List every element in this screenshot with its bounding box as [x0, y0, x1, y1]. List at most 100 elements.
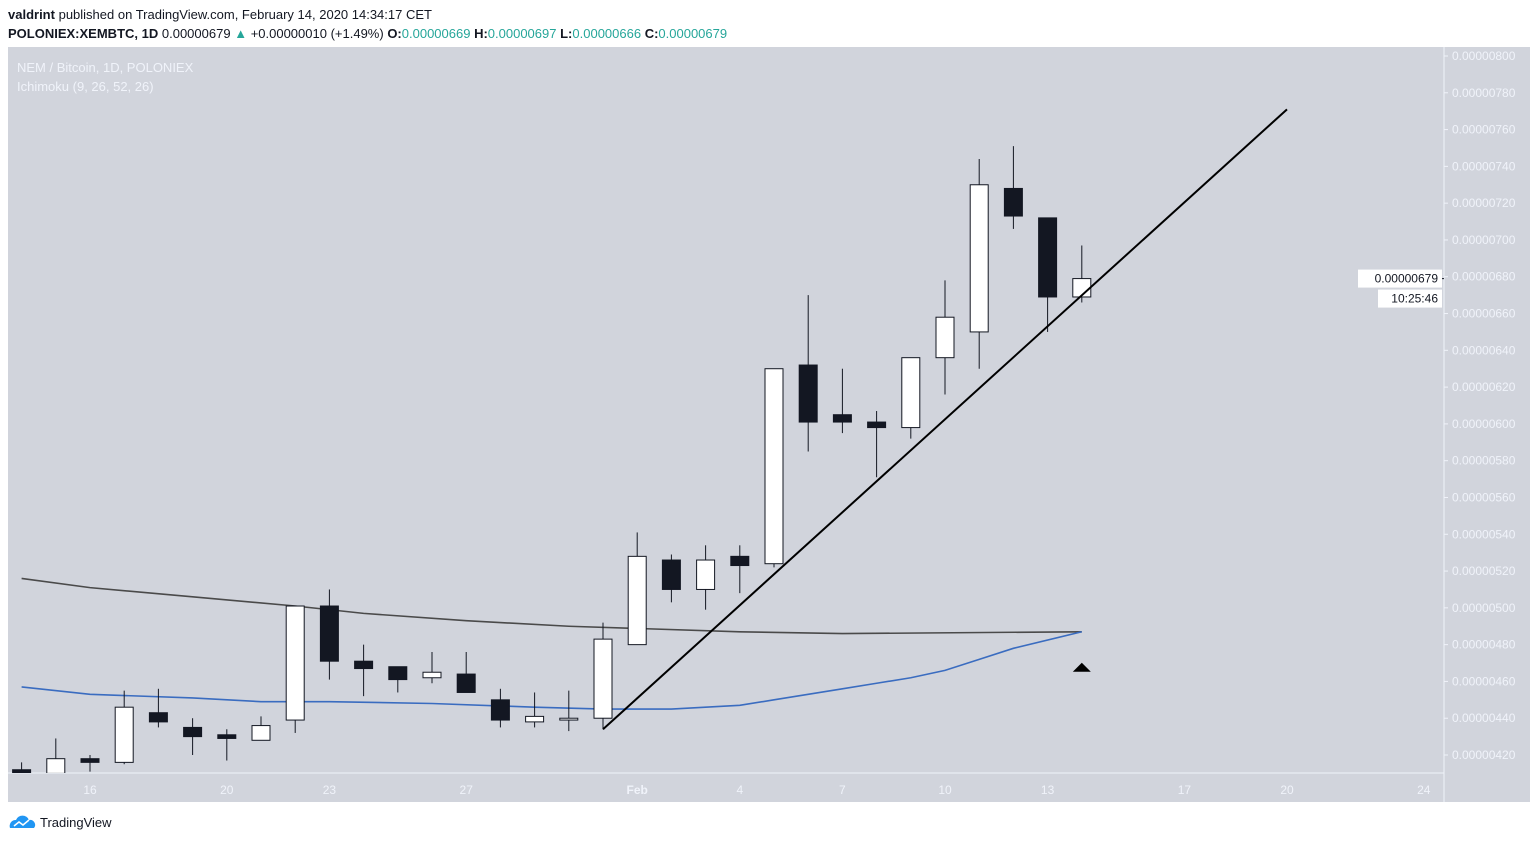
price-tick-label: 0.00000720 [1452, 196, 1516, 210]
price-tick-label: 0.00000520 [1452, 564, 1516, 578]
candle-body [730, 555, 750, 567]
candle [935, 280, 955, 395]
time-tick-label: Feb [627, 783, 648, 797]
time-tick-label: 7 [839, 783, 846, 797]
time-tick-label: 23 [323, 783, 337, 797]
candle-body [764, 368, 784, 565]
candle [730, 545, 750, 594]
price-tick-label: 0.00000500 [1452, 601, 1516, 615]
price-tick-label: 0.00000760 [1452, 123, 1516, 137]
candle [1072, 245, 1092, 303]
up-arrow-icon: ▲ [234, 26, 248, 41]
candle [217, 729, 237, 761]
candle-body [867, 421, 887, 429]
change: +0.00000010 (+1.49%) [250, 26, 384, 41]
candle-body [1038, 217, 1058, 298]
candle [148, 688, 168, 728]
price-tick-label: 0.00000640 [1452, 343, 1516, 357]
time-tick-label: 20 [1280, 783, 1294, 797]
indicator-label[interactable]: Ichimoku (9, 26, 52, 26) [17, 79, 154, 94]
ichimoku-line-0 [21, 577, 1082, 635]
candle-body [490, 699, 510, 721]
candle-body [525, 715, 545, 723]
candle [388, 666, 408, 693]
candle-body [388, 666, 408, 681]
price-tick-label: 0.00000460 [1452, 674, 1516, 688]
candle [593, 622, 613, 730]
price-tick-label: 0.00000740 [1452, 159, 1516, 173]
time-tick-label: 17 [1178, 783, 1192, 797]
open-value: 0.00000669 [401, 26, 471, 41]
axes: 0.00000800 0.00000780 0.00000760 0.00000740… [83, 49, 1515, 797]
high-value: 0.00000697 [487, 26, 557, 41]
price-tick-label: 0.00000800 [1452, 49, 1516, 63]
candle-body [627, 555, 647, 646]
candle-body [217, 734, 237, 739]
price-tick-label: 0.00000680 [1452, 270, 1516, 284]
candle [1003, 146, 1023, 229]
candle-body [1003, 187, 1023, 217]
candle [559, 690, 579, 732]
price-tick-label: 0.00000620 [1452, 380, 1516, 394]
symbol: POLONIEX:XEMBTC, 1D [8, 26, 159, 41]
price-tick-label: 0.00000580 [1452, 454, 1516, 468]
candle [764, 368, 784, 568]
chart-title: NEM / Bitcoin, 1D, POLONIEX [17, 60, 194, 75]
candle-body [969, 184, 989, 333]
candle-body [12, 769, 32, 773]
candle-body [114, 706, 134, 763]
triangle-up-icon [1072, 662, 1091, 672]
trendline [602, 108, 1288, 730]
time-tick-label: 10 [938, 783, 952, 797]
candle [627, 532, 647, 646]
candle-body [559, 717, 579, 721]
candle [422, 651, 442, 684]
candle [901, 357, 921, 439]
symbol-info: POLONIEX:XEMBTC, 1D 0.00000679 ▲ +0.0000… [8, 26, 727, 41]
candle [456, 651, 476, 693]
price-tick-label: 0.00000540 [1452, 527, 1516, 541]
candle [12, 762, 32, 773]
ichimoku-line-1 [21, 630, 1082, 710]
price-tick-label: 0.00000660 [1452, 307, 1516, 321]
candle-body [593, 638, 613, 719]
candle [867, 411, 887, 478]
candle-body [251, 725, 271, 741]
candle [46, 738, 66, 773]
candle [114, 690, 134, 765]
time-tick-label: 4 [736, 783, 743, 797]
price-tick-label: 0.00000560 [1452, 490, 1516, 504]
time-tick-label: 24 [1417, 783, 1431, 797]
tradingview-logo-icon [9, 815, 36, 828]
price-tick-label: 0.00000780 [1452, 86, 1516, 100]
time-tick-label: 13 [1041, 783, 1055, 797]
last-price: 0.00000679 [161, 26, 231, 41]
footer: TradingView [8, 814, 112, 830]
candle [183, 718, 203, 756]
plot-area [12, 108, 1288, 773]
candle [696, 545, 716, 610]
candle [798, 295, 818, 452]
published-text: published on TradingView.com, February 1… [58, 7, 432, 22]
time-tick-label: 16 [83, 783, 97, 797]
close-value: 0.00000679 [658, 26, 728, 41]
candle [661, 554, 681, 603]
candle [969, 159, 989, 369]
low-label: L: [560, 26, 573, 41]
last-price-label: 0.00000679 [1375, 272, 1439, 286]
author[interactable]: valdrint [8, 7, 55, 22]
time-tick-label: 20 [220, 783, 234, 797]
candle-body [285, 605, 305, 721]
close-label: C: [644, 26, 659, 41]
price-tick-label: 0.00000600 [1452, 417, 1516, 431]
publish-info: valdrint published on TradingView.com, F… [8, 7, 432, 22]
brand-name[interactable]: TradingView [40, 814, 112, 830]
low-value: 0.00000666 [572, 26, 642, 41]
price-tick-label: 0.00000420 [1452, 748, 1516, 762]
last-price-box [1358, 269, 1442, 288]
candle-body [456, 673, 476, 693]
candle-body [46, 758, 66, 773]
candle-body [319, 605, 339, 662]
candle [251, 716, 271, 741]
